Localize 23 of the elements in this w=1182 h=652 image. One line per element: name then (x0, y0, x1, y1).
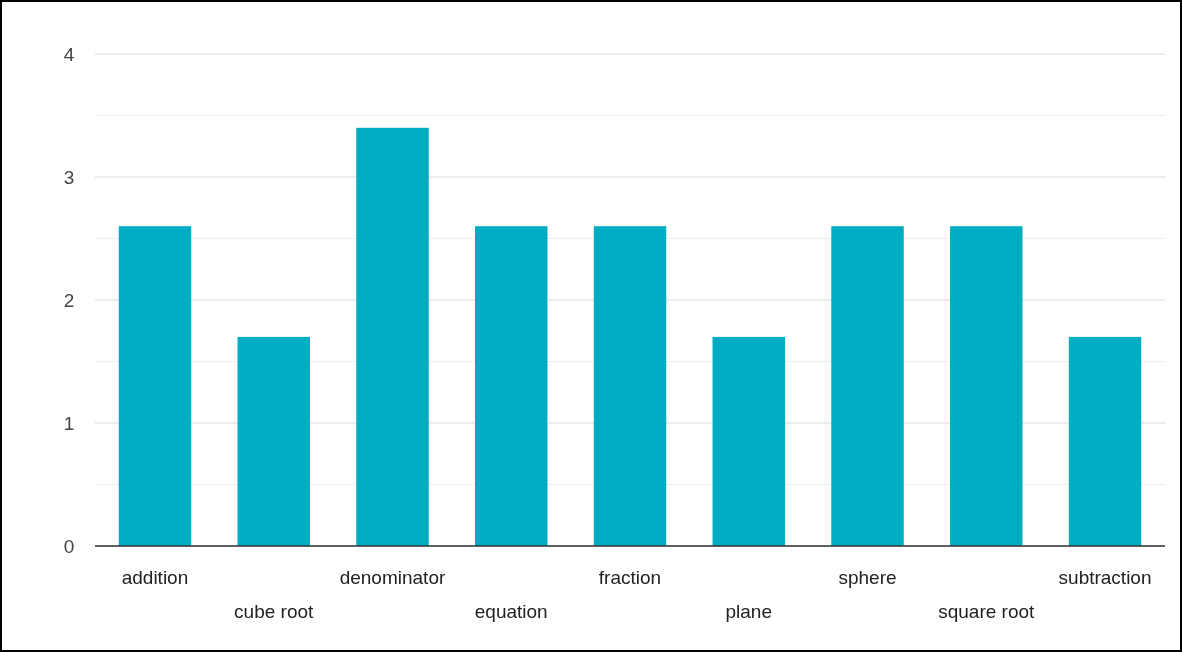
x-tick-label: subtraction (1058, 567, 1152, 588)
y-tick-label: 0 (63, 535, 75, 557)
bar (593, 226, 667, 546)
bar (475, 226, 548, 546)
bar (950, 226, 1023, 546)
x-tick-label: equation (474, 601, 548, 622)
bar (237, 336, 310, 546)
x-tick-label: cube root (234, 601, 315, 622)
x-tick-label: sphere (838, 567, 897, 588)
y-tick-label: 4 (63, 43, 75, 65)
y-tick-label: 3 (63, 166, 75, 188)
bar (1068, 336, 1142, 546)
y-tick-label: 1 (63, 412, 75, 434)
x-tick-label: addition (121, 567, 189, 588)
x-tick-label: square root (938, 601, 1036, 622)
bar (712, 336, 785, 546)
bar (356, 127, 429, 546)
x-tick-label: fraction (598, 567, 662, 588)
y-tick-label: 2 (63, 289, 75, 311)
bar (118, 226, 192, 546)
x-tick-label: plane (725, 601, 773, 622)
bar (831, 226, 904, 546)
x-tick-label: denominator (339, 567, 446, 588)
